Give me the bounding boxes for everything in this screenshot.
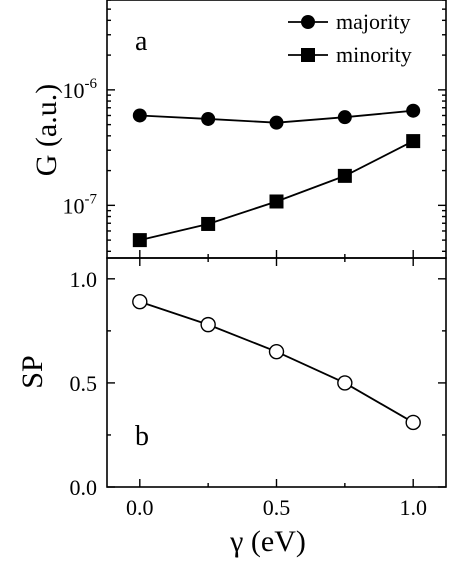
legend-marker-minority (301, 48, 315, 62)
panel-a-series (132, 103, 421, 248)
data-point-majority (201, 111, 216, 126)
panel-b-spin-polarization: 0.0 0.5 1.0 0.0 0.5 1.0 b SP γ (eV) (16, 257, 447, 558)
panel-a-x-ticks (139, 250, 414, 258)
legend-label-majority: majority (336, 9, 411, 34)
x-axis-title: γ (eV) (229, 525, 306, 558)
panel-a-y-ticks: 10-610-7 (63, 0, 446, 253)
panel-b-series (132, 294, 421, 431)
panel-b-x-ticks: 0.0 0.5 1.0 (126, 258, 427, 520)
x-tick-label: 1.0 (399, 495, 427, 520)
data-point-sp (337, 375, 353, 391)
legend-label-minority: minority (336, 42, 412, 67)
panel-a-y-tick-label: 10-6 (63, 76, 98, 103)
panel-b-label: b (135, 421, 149, 452)
x-tick-label: 0.0 (126, 495, 154, 520)
data-point-minority (132, 233, 147, 248)
legend-item-minority: minority (288, 42, 412, 67)
panel-a-conductance: 10-610-7 a G (a.u.) majority minority (30, 0, 447, 259)
panel-a-y-tick-label: 10-7 (63, 191, 98, 218)
panel-b-y-tick-label: 0.5 (70, 371, 98, 396)
data-point-majority (132, 108, 147, 123)
panel-a-y-axis-title: G (a.u.) (30, 84, 63, 176)
panel-b-y-tick-label: 1.0 (70, 267, 98, 292)
legend-marker-majority (301, 15, 315, 29)
panel-b-frame (106, 257, 447, 488)
panel-b-y-axis-title: SP (16, 355, 49, 388)
data-point-majority (337, 110, 352, 125)
x-tick-label: 0.5 (263, 495, 291, 520)
data-point-minority (201, 216, 216, 231)
panel-b-y-ticks: 0.0 0.5 1.0 (70, 267, 446, 500)
tick-label-base: 10 (63, 193, 85, 218)
data-point-majority (406, 103, 421, 118)
data-point-sp (200, 316, 216, 333)
tick-label-base: 10 (63, 78, 85, 103)
data-point-minority (269, 194, 284, 209)
data-point-sp (405, 414, 421, 431)
series-line-sp (139, 300, 414, 424)
tick-label-exponent: -6 (85, 76, 98, 92)
legend: majority minority (288, 9, 412, 67)
panel-b-y-tick-label: 0.0 (70, 475, 98, 500)
data-point-sp (132, 294, 148, 310)
series-line-minority (139, 140, 414, 241)
legend-item-majority: majority (288, 9, 411, 34)
data-point-sp (268, 343, 285, 360)
data-point-minority (406, 134, 421, 149)
data-point-majority (269, 115, 284, 130)
panel-a-label: a (135, 26, 148, 57)
data-point-minority (337, 168, 352, 183)
tick-label-exponent: -7 (85, 191, 98, 207)
